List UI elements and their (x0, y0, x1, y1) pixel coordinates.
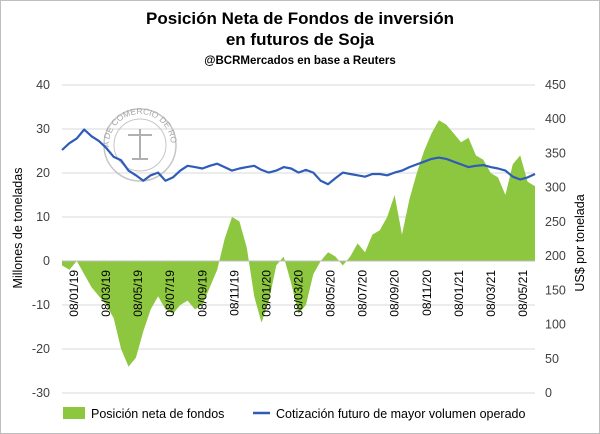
x-tick-label: 08/01/19 (67, 270, 81, 317)
x-tick-label: 08/11/20 (420, 270, 434, 316)
x-tick-label: 08/05/20 (324, 270, 338, 317)
y-axis-right-ticks: 0 50 100 150 200 250 300 350 400 450 (545, 78, 566, 400)
legend: Posición neta de fondos Cotización futur… (63, 407, 525, 421)
y2-tick-label: 400 (545, 112, 566, 126)
x-tick-label: 08/01/20 (259, 270, 273, 317)
area-series-fill (62, 120, 535, 367)
chart-subtitle: @BCRMercados en base a Reuters (204, 55, 395, 67)
x-axis-ticks: 08/01/19 08/03/19 08/05/19 08/07/19 08/09/19… (67, 270, 530, 317)
y-axis-right-title: US$ por tonelada (573, 194, 587, 291)
y2-tick-label: 150 (545, 283, 566, 297)
x-tick-label: 08/07/19 (163, 270, 177, 317)
y-tick-label: 0 (43, 254, 50, 268)
y-tick-label: -30 (32, 386, 50, 400)
y-tick-label: -10 (32, 298, 50, 312)
x-tick-label: 08/01/21 (452, 270, 466, 317)
x-tick-label: 08/09/19 (195, 270, 209, 317)
legend-swatch-area (63, 407, 85, 419)
y2-tick-label: 250 (545, 215, 566, 229)
chart-title: Posición Neta de Fondos de inversión (146, 9, 454, 28)
y2-tick-label: 450 (545, 78, 566, 92)
chart-title-line2: en futuros de Soja (226, 30, 375, 49)
legend-label-line: Cotización futuro de mayor volumen opera… (276, 407, 525, 421)
x-tick-label: 08/03/19 (99, 270, 113, 317)
y2-tick-label: 100 (545, 318, 566, 332)
line-series-path (61, 128, 536, 186)
y-axis-left-ticks: -30 -20 -10 0 10 20 30 40 (32, 78, 50, 400)
seal-inner-ring (113, 118, 167, 172)
y-axis-left-title: Millones de toneladas (11, 168, 25, 289)
x-tick-label: 08/11/19 (227, 270, 241, 316)
y-tick-label: 30 (36, 122, 50, 136)
y-tick-label: -20 (32, 342, 50, 356)
x-tick-label: 08/03/21 (484, 270, 498, 317)
x-tick-label: 08/03/20 (292, 270, 306, 317)
y2-tick-label: 50 (545, 352, 559, 366)
line-series (61, 128, 536, 186)
y2-tick-label: 300 (545, 181, 566, 195)
y-tick-label: 40 (36, 78, 50, 92)
x-tick-label: 08/07/20 (356, 270, 370, 317)
seal-scale-icon (128, 129, 152, 160)
y2-tick-label: 350 (545, 146, 566, 160)
y2-tick-label: 200 (545, 249, 566, 263)
legend-label-area: Posición neta de fondos (91, 407, 224, 421)
area-series (62, 120, 535, 367)
y-tick-label: 10 (36, 210, 50, 224)
x-tick-label: 08/05/21 (516, 270, 530, 317)
y-tick-label: 20 (36, 166, 50, 180)
y2-tick-label: 0 (545, 386, 552, 400)
x-tick-label: 08/05/19 (131, 270, 145, 317)
x-tick-label: 08/09/20 (388, 270, 402, 317)
